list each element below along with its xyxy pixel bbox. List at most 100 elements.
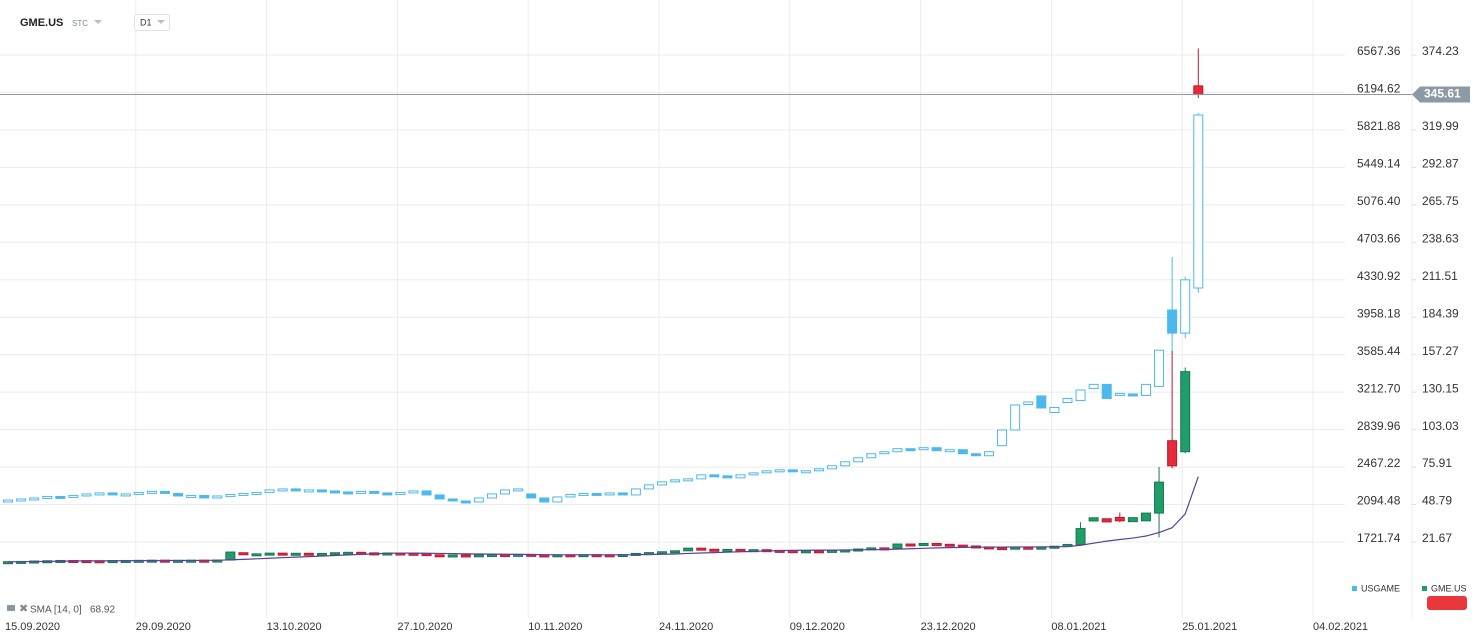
candle-body [68, 494, 79, 498]
y-tick-label: 4330.92 [1357, 269, 1401, 283]
candle-body [630, 488, 641, 496]
candle-body [931, 447, 942, 452]
y-tick-label: 2094.48 [1357, 494, 1401, 508]
candle-body [1167, 440, 1178, 467]
y2-tick-label: 211.51 [1422, 269, 1458, 283]
y2-tick-label: 319.99 [1422, 119, 1459, 133]
candle-body [840, 461, 851, 467]
candle-body [1075, 528, 1086, 545]
legend-swatch [1352, 586, 1357, 591]
candle-body [290, 488, 301, 492]
mode-dropdown-caret[interactable] [94, 20, 102, 24]
candle-body [1193, 114, 1204, 289]
candle-body [827, 465, 838, 470]
candle-body [343, 551, 354, 555]
candle-body [1010, 404, 1021, 431]
price-badge[interactable] [1427, 596, 1467, 610]
candle-body [800, 550, 811, 554]
x-tick-label: 08.01.2021 [1051, 621, 1106, 633]
sma-label: SMA [14, 0] [30, 605, 82, 616]
candle-body [330, 552, 340, 556]
candle-body [1062, 397, 1073, 403]
candle-body [997, 429, 1008, 447]
candle-body [539, 497, 550, 503]
y-tick-label: 4703.66 [1357, 231, 1401, 245]
candle-body [984, 451, 994, 457]
candle-body [107, 492, 118, 496]
interval-label[interactable]: D1 [140, 17, 152, 27]
candle-body [813, 550, 824, 554]
candle-body [892, 543, 903, 549]
candle-body [290, 552, 301, 556]
x-tick-label: 25.01.2021 [1182, 621, 1237, 633]
candle-body [277, 488, 288, 492]
candle-body [722, 548, 733, 552]
candle-body [1154, 349, 1165, 387]
candle-body [1101, 518, 1112, 523]
sma-line [7, 476, 1199, 563]
candle-body [957, 449, 968, 455]
candle-body [617, 492, 628, 496]
indicator-remove[interactable]: ✖ [19, 603, 28, 615]
candle-body [918, 447, 929, 451]
candle-body [81, 493, 92, 497]
candle-body [447, 498, 458, 502]
candle-body [42, 495, 53, 499]
candle-body [94, 492, 105, 496]
candle-body [709, 548, 720, 552]
candle-body [186, 494, 197, 498]
y2-tick-label: 75.91 [1422, 456, 1452, 470]
candle-body [3, 499, 13, 503]
x-tick-label: 10.11.2020 [528, 621, 582, 633]
y-tick-label: 5449.14 [1357, 157, 1401, 171]
candle-body [643, 484, 654, 490]
interval-dropdown-caret[interactable] [157, 20, 165, 24]
sma-value: 68.92 [90, 605, 115, 616]
candle-body [879, 451, 890, 455]
candle-body [905, 543, 916, 547]
candle-body [683, 547, 694, 552]
y-tick-label: 5821.88 [1357, 119, 1401, 133]
y-tick-label: 3958.18 [1357, 306, 1401, 320]
candle-body [670, 550, 681, 554]
candle-body [1127, 393, 1138, 397]
candle-body [944, 543, 955, 547]
candle-body [421, 490, 432, 496]
candle-body [1140, 383, 1151, 396]
candle-body [146, 490, 157, 494]
candle-body [225, 551, 236, 561]
indicator-icon[interactable] [7, 605, 15, 611]
candle-body [997, 547, 1008, 551]
candle-body [513, 488, 524, 492]
candle-body [133, 491, 144, 495]
candle-body [526, 493, 537, 499]
candle-body [918, 542, 929, 546]
candle-body [369, 490, 380, 494]
candle-body [434, 554, 445, 558]
candle-body [356, 490, 367, 494]
candle-body [1140, 512, 1151, 522]
candle-body [696, 547, 707, 551]
y-tick-label: 2467.22 [1357, 456, 1401, 470]
mode-label[interactable]: STC [72, 19, 88, 28]
candle-body [408, 490, 419, 494]
instrument-name[interactable]: GME.US [20, 17, 63, 29]
x-tick-label: 23.12.2020 [921, 621, 976, 633]
legend-swatch [1422, 586, 1427, 591]
candle-body [722, 475, 733, 479]
candle-body [473, 554, 484, 558]
candle-body [657, 481, 667, 486]
candle-body [813, 468, 824, 472]
candle-body [853, 457, 864, 463]
interval-dropdown[interactable] [134, 14, 170, 31]
candle-body [696, 474, 707, 480]
candle-body [591, 492, 602, 496]
candle-body [1114, 516, 1125, 522]
candle-body [1101, 383, 1112, 399]
current-price-label: 345.61 [1424, 87, 1461, 101]
candle-body [1154, 481, 1165, 514]
x-tick-label: 27.10.2020 [397, 621, 452, 633]
y2-tick-label: 157.27 [1422, 344, 1459, 358]
candle-body [905, 448, 916, 452]
